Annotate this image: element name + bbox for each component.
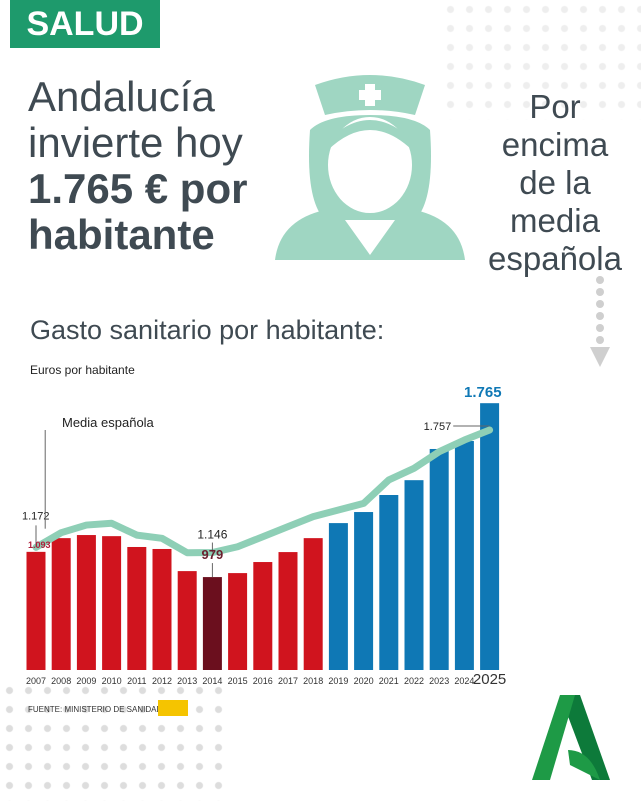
government-logo (158, 700, 188, 716)
x-tick-label: 2015 (228, 676, 248, 686)
x-tick-label: 2019 (328, 676, 348, 686)
line-point-2024 (463, 439, 466, 442)
data-label-bar-2007: 1.093 (28, 540, 51, 550)
x-tick-label: 2021 (379, 676, 399, 686)
headline-line: Andalucía (28, 73, 215, 120)
bar-2018 (303, 538, 323, 670)
dot-pattern (0, 681, 230, 801)
side-text-line: de la (519, 164, 591, 201)
y-axis-label: Euros por habitante (30, 363, 135, 377)
side-text-line: española (488, 240, 622, 277)
bar-2009 (76, 535, 96, 670)
bar-2015 (228, 573, 248, 670)
headline-bold: 1.765 € por (28, 165, 248, 212)
dot-pattern (441, 0, 641, 120)
bar-2016 (253, 562, 273, 670)
x-tick-label: 2014 (202, 676, 222, 686)
bar-2011 (127, 546, 147, 670)
line-point-2010 (110, 522, 113, 525)
x-tick-label: 2012 (152, 676, 172, 686)
line-point-2008 (60, 531, 63, 534)
x-tick-label: 2013 (177, 676, 197, 686)
headline-bold: habitante (28, 211, 215, 258)
bar-2020 (354, 512, 374, 670)
x-tick-label: 2020 (354, 676, 374, 686)
side-text: Por encima de la media española (480, 88, 630, 278)
bar-2007 (26, 551, 46, 670)
x-tick-label: 2016 (253, 676, 273, 686)
x-tick-label: 2007 (26, 676, 46, 686)
line-point-2013 (186, 551, 189, 554)
line-point-2009 (85, 524, 88, 527)
arrow-down-icon (590, 276, 610, 367)
x-tick-label: 2024 (454, 676, 474, 686)
line-point-2021 (387, 478, 390, 481)
x-tick-label: 2010 (102, 676, 122, 686)
bar-2010 (102, 536, 122, 670)
bar-2022 (404, 480, 424, 670)
line-point-2017 (287, 525, 289, 528)
category-tag: SALUD (10, 0, 160, 48)
data-label-bar-2025: 1.765 (464, 384, 502, 401)
bar-2025 (480, 403, 500, 670)
x-tick-label: 2025 (473, 671, 506, 688)
line-point-2011 (135, 534, 138, 537)
x-tick-label: 2008 (51, 676, 71, 686)
line-point-2022 (413, 467, 415, 470)
line-point-2025 (488, 429, 491, 432)
junta-andalucia-logo (532, 695, 610, 780)
bar-2024 (454, 441, 474, 670)
chart: 2007 2008 2009 2010 2011 2012 2013 2014 2015 2016… (22, 384, 506, 688)
data-label-line-2014: 1.146 (197, 528, 227, 542)
bar-2014 (202, 577, 222, 670)
line-point-2012 (161, 537, 163, 540)
data-label-line-2025: 1.757 (424, 421, 452, 433)
x-tick-label: 2017 (278, 676, 298, 686)
source-note: FUENTE: MINISTERIO DE SANIDAD (28, 705, 163, 714)
side-text-line: media (510, 202, 600, 239)
bar-2017 (278, 552, 298, 670)
legend-media-espanola: Media española (62, 415, 155, 430)
line-point-2018 (312, 515, 315, 518)
data-label-bar-2014: 979 (202, 547, 224, 562)
x-tick-label: 2018 (303, 676, 323, 686)
bar-2013 (177, 571, 197, 670)
line-point-2015 (236, 545, 239, 548)
side-text-line: encima (501, 126, 609, 163)
bar-2021 (379, 495, 399, 670)
nurse-icon (275, 75, 465, 260)
line-point-2020 (362, 502, 365, 505)
bar-2008 (51, 538, 71, 670)
headline-line: invierte hoy (28, 119, 243, 166)
headline: Andalucía invierte hoy 1.765 € por habit… (28, 74, 247, 258)
x-tick-label: 2011 (127, 676, 146, 686)
data-label-line-2007: 1.172 (22, 510, 50, 522)
bar-2023 (429, 448, 449, 670)
side-text-line: Por (529, 88, 581, 125)
bar-2019 (328, 523, 348, 670)
x-tick-label: 2023 (429, 676, 449, 686)
x-tick-label: 2009 (76, 676, 96, 686)
x-tick-label: 2022 (404, 676, 424, 686)
line-point-2019 (337, 509, 340, 512)
chart-subtitle: Gasto sanitario por habitante: (30, 315, 385, 345)
bar-2012 (152, 548, 172, 670)
line-point-2023 (438, 450, 441, 453)
line-point-2016 (261, 535, 264, 538)
